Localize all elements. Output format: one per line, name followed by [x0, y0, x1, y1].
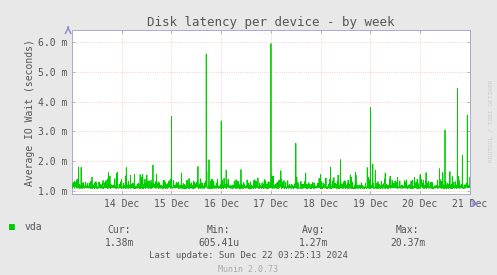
Text: Avg:: Avg: — [301, 225, 325, 235]
Text: RRDTOOL / TOBI OETIKER: RRDTOOL / TOBI OETIKER — [488, 80, 493, 162]
Text: vda: vda — [25, 222, 42, 232]
Text: Min:: Min: — [207, 225, 231, 235]
Text: Max:: Max: — [396, 225, 419, 235]
Text: 1.38m: 1.38m — [104, 238, 134, 248]
Y-axis label: Average IO Wait (seconds): Average IO Wait (seconds) — [25, 39, 35, 186]
Text: Last update: Sun Dec 22 03:25:13 2024: Last update: Sun Dec 22 03:25:13 2024 — [149, 251, 348, 260]
Text: Cur:: Cur: — [107, 225, 131, 235]
Text: Munin 2.0.73: Munin 2.0.73 — [219, 265, 278, 274]
Text: ■: ■ — [9, 222, 15, 232]
Title: Disk latency per device - by week: Disk latency per device - by week — [147, 16, 395, 29]
Text: 20.37m: 20.37m — [390, 238, 425, 248]
Text: 1.27m: 1.27m — [298, 238, 328, 248]
Text: 605.41u: 605.41u — [198, 238, 239, 248]
